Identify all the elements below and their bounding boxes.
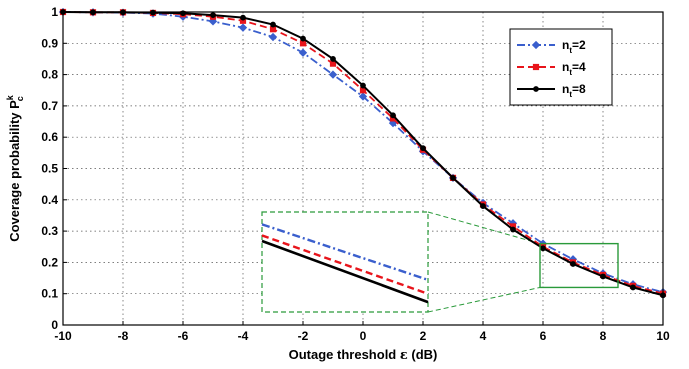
- series-marker-diamond: [238, 23, 248, 32]
- series-marker-circle: [570, 261, 576, 267]
- legend-entry-3: nt=8: [517, 82, 586, 99]
- x-tick-label: -10: [54, 329, 72, 343]
- y-axis-label: Coverage probability Pkc: [5, 94, 25, 242]
- series-marker-circle: [450, 174, 456, 181]
- inset-connector-bottom: [427, 286, 541, 313]
- x-tick-label: 0: [360, 329, 367, 343]
- series-marker-circle: [630, 284, 636, 291]
- series-marker-circle: [360, 82, 366, 89]
- y-tick-label: 0.2: [41, 255, 58, 269]
- series-marker-diamond: [298, 48, 308, 57]
- series-marker-circle: [210, 12, 216, 19]
- y-tick-label: 0.8: [41, 68, 58, 82]
- y-tick-label: 0.6: [41, 130, 58, 144]
- x-tick-label: -4: [238, 329, 249, 343]
- series-marker-circle: [540, 245, 546, 252]
- x-tick-label: 6: [540, 329, 547, 343]
- x-tick-label: -8: [118, 329, 129, 343]
- x-axis-label: Outage threshold ε (dB): [289, 347, 438, 363]
- series-marker-circle: [480, 203, 486, 209]
- series-marker-diamond: [268, 32, 278, 42]
- legend-label: nt=8: [562, 82, 586, 99]
- tick-labels: -10 -8 -6 -4 -2 0 2 4 6 8 10 0 0.1 0.2 0.3 0.4 0.5 0.6 0.7…: [41, 5, 670, 343]
- y-tick-label: 0.4: [41, 193, 58, 207]
- y-tick-label: 0.7: [41, 99, 58, 113]
- y-tick-label: 1: [51, 5, 58, 19]
- series-marker-circle: [533, 86, 539, 92]
- series-marker-circle: [300, 35, 306, 42]
- x-tick-label: -2: [298, 329, 309, 343]
- series-marker-circle: [330, 56, 336, 62]
- series-3: [60, 9, 666, 299]
- series-marker-diamond: [328, 70, 338, 79]
- x-tick-label: 8: [600, 329, 607, 343]
- y-tick-label: 0.3: [41, 224, 58, 238]
- plot-frame: [62, 11, 664, 326]
- y-tick-label: 0: [51, 318, 58, 332]
- inset-series-line-1: [261, 223, 429, 282]
- series-marker-circle: [150, 9, 156, 16]
- legend-box: [509, 28, 613, 106]
- y-tick-label: 0.9: [41, 36, 58, 50]
- x-tick-label: 4: [480, 329, 487, 343]
- x-tick-label: 10: [656, 329, 670, 343]
- legend: nt=2 nt=4 nt=8: [509, 28, 613, 106]
- legend-entry-1: nt=2: [517, 38, 586, 55]
- x-tick-label: -6: [178, 329, 189, 343]
- inset-connector-top: [427, 211, 541, 245]
- series-marker-circle: [420, 145, 426, 152]
- series-marker-circle: [390, 112, 396, 119]
- series-marker-circle: [240, 14, 246, 21]
- series-marker-square: [532, 63, 540, 71]
- legend-entry-2: nt=4: [517, 60, 586, 77]
- series-marker-diamond: [531, 40, 541, 50]
- inset-series-line-2: [261, 234, 429, 295]
- inset-zoom: [261, 211, 541, 313]
- y-tick-label: 0.1: [41, 287, 58, 301]
- y-tick-label: 0.5: [41, 162, 58, 176]
- legend-label: nt=4: [562, 60, 586, 77]
- x-tick-label: 2: [420, 329, 427, 343]
- inset-box: [261, 211, 429, 313]
- legend-label: nt=2: [562, 38, 586, 55]
- zoom-region-box: [539, 242, 619, 289]
- series-marker-diamond: [358, 92, 368, 101]
- series-marker-circle: [510, 226, 516, 233]
- series-marker-circle: [600, 273, 606, 280]
- series-marker-circle: [270, 21, 276, 28]
- inset-series-line-3: [261, 239, 429, 304]
